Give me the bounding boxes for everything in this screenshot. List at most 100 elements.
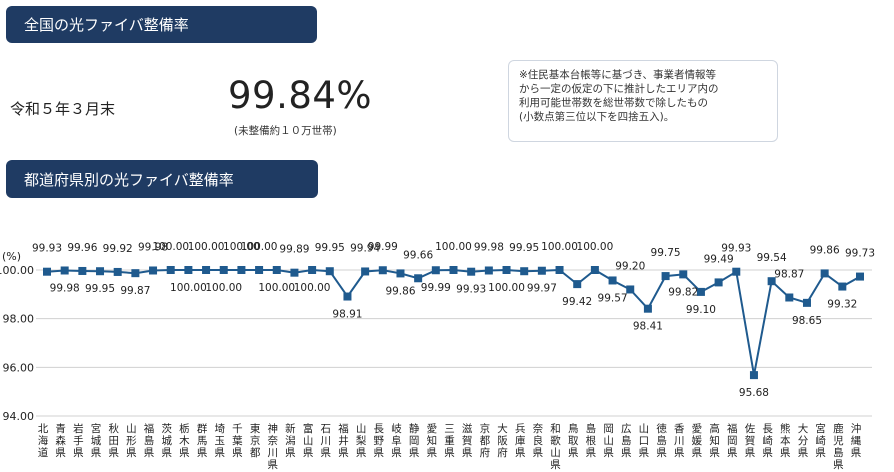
x-tick-char: 熊 bbox=[780, 422, 791, 435]
x-tick-char: 兵 bbox=[515, 422, 526, 435]
x-tick-char: 県 bbox=[179, 447, 190, 459]
x-tick-char: 川 bbox=[674, 435, 685, 447]
x-tick-char: 北 bbox=[38, 423, 49, 435]
data-point bbox=[343, 292, 352, 301]
x-tick-label: 大阪府 bbox=[497, 422, 508, 459]
data-point bbox=[555, 266, 564, 274]
x-tick-char: 和 bbox=[550, 423, 561, 435]
data-point bbox=[43, 267, 51, 276]
x-tick-char: 県 bbox=[214, 447, 225, 459]
x-tick-char: 道 bbox=[38, 446, 49, 459]
x-tick-label: 長崎県 bbox=[762, 423, 773, 459]
x-tick-label: 滋賀県 bbox=[462, 422, 473, 459]
data-point bbox=[696, 287, 705, 296]
data-label: 99.75 bbox=[651, 247, 681, 259]
x-tick-char: 群 bbox=[197, 422, 208, 435]
x-tick-char: 県 bbox=[268, 459, 279, 471]
x-tick-char: 県 bbox=[515, 447, 526, 459]
x-tick-label: 大分県 bbox=[798, 422, 809, 459]
x-tick-char: 県 bbox=[745, 447, 756, 459]
x-tick-char: 県 bbox=[798, 447, 809, 459]
x-tick-char: 根 bbox=[586, 434, 597, 447]
x-tick-char: 海 bbox=[38, 434, 49, 447]
x-tick-char: 福 bbox=[727, 422, 738, 435]
note-line: ※住民基本台帳等に基づき、事業者情報等 bbox=[519, 69, 717, 81]
x-tick-char: 都 bbox=[250, 447, 261, 459]
x-tick-char: 県 bbox=[232, 447, 243, 459]
x-tick-char: 県 bbox=[550, 459, 561, 471]
x-tick-label: 千葉県 bbox=[232, 423, 243, 459]
data-label: 99.93 bbox=[456, 284, 486, 296]
data-label: 100.00 bbox=[488, 282, 525, 294]
x-tick-label: 福岡県 bbox=[727, 422, 738, 459]
data-label: 100.00 bbox=[223, 241, 260, 253]
x-tick-char: 佐 bbox=[745, 422, 756, 435]
x-tick-char: 梨 bbox=[356, 434, 367, 447]
methodology-note: ※住民基本台帳等に基づき、事業者情報等 から一定の仮定の下に推計したエリア内の … bbox=[508, 60, 778, 142]
x-tick-char: 高 bbox=[709, 422, 720, 435]
x-tick-label: 栃木県 bbox=[179, 422, 190, 459]
data-label: 100.00 bbox=[258, 282, 295, 294]
x-tick-char: 分 bbox=[798, 435, 809, 447]
x-tick-char: 県 bbox=[462, 447, 473, 459]
x-tick-char: 都 bbox=[480, 435, 491, 447]
x-tick-char: 岐 bbox=[391, 422, 402, 435]
data-label: 99.96 bbox=[67, 242, 97, 254]
x-tick-char: 山 bbox=[639, 423, 650, 435]
x-tick-char: 児 bbox=[833, 435, 844, 447]
y-tick-label: 98.00 bbox=[3, 313, 35, 326]
x-tick-char: 山 bbox=[356, 423, 367, 435]
data-point bbox=[219, 266, 228, 274]
data-label: 100.00 bbox=[435, 241, 472, 253]
data-label: 100.00 bbox=[577, 241, 614, 253]
x-tick-char: 山 bbox=[603, 435, 614, 447]
x-tick-label: 岐阜県 bbox=[391, 422, 402, 459]
x-tick-char: 県 bbox=[356, 447, 367, 459]
x-tick-char: 島 bbox=[586, 422, 597, 435]
x-tick-label: 愛知県 bbox=[427, 422, 438, 459]
x-tick-char: 県 bbox=[285, 447, 296, 459]
x-tick-char: 神 bbox=[268, 422, 279, 435]
data-point bbox=[537, 266, 546, 275]
data-point bbox=[96, 267, 105, 276]
x-tick-char: 知 bbox=[427, 434, 438, 447]
x-tick-label: 宮城県 bbox=[91, 422, 102, 459]
x-tick-char: 大 bbox=[798, 422, 809, 435]
x-tick-char: 三 bbox=[444, 423, 455, 435]
data-point bbox=[449, 266, 458, 274]
x-tick-char: 滋 bbox=[462, 422, 473, 435]
data-label: 99.42 bbox=[562, 296, 592, 308]
x-tick-label: 山形県 bbox=[126, 423, 137, 459]
x-tick-char: 山 bbox=[303, 435, 314, 447]
x-tick-char: 知 bbox=[709, 434, 720, 447]
x-tick-char: 宮 bbox=[815, 422, 826, 435]
x-tick-char: 重 bbox=[444, 434, 455, 447]
data-point bbox=[767, 277, 776, 286]
data-point bbox=[184, 266, 193, 274]
x-tick-char: 良 bbox=[533, 434, 544, 447]
data-label: 99.98 bbox=[474, 241, 504, 253]
data-point bbox=[502, 266, 511, 274]
x-tick-char: 馬 bbox=[197, 435, 208, 447]
x-tick-label: 茨城県 bbox=[161, 422, 172, 459]
x-tick-label: 鳥取県 bbox=[568, 422, 579, 459]
x-tick-char: 県 bbox=[621, 447, 632, 459]
x-tick-char: 川 bbox=[321, 435, 332, 447]
data-point bbox=[856, 272, 864, 281]
national-title-banner: 全国の光ファイバ整備率 bbox=[6, 6, 317, 43]
data-label: 99.95 bbox=[85, 283, 115, 295]
x-tick-label: 北海道 bbox=[38, 423, 49, 459]
x-tick-char: 県 bbox=[586, 447, 597, 459]
data-label: 100.00 bbox=[170, 282, 207, 294]
x-tick-char: 形 bbox=[126, 435, 137, 447]
data-label: 100.00 bbox=[294, 282, 331, 294]
x-tick-char: 県 bbox=[409, 447, 420, 459]
x-tick-char: 県 bbox=[161, 447, 172, 459]
y-tick-label: 94.00 bbox=[3, 410, 35, 423]
x-tick-label: 京都府 bbox=[480, 422, 491, 459]
x-tick-char: 奈 bbox=[268, 434, 279, 447]
x-tick-label: 島根県 bbox=[586, 422, 597, 459]
note-line: から一定の仮定の下に推計したエリア内の bbox=[519, 83, 719, 95]
x-tick-char: 県 bbox=[303, 447, 314, 459]
